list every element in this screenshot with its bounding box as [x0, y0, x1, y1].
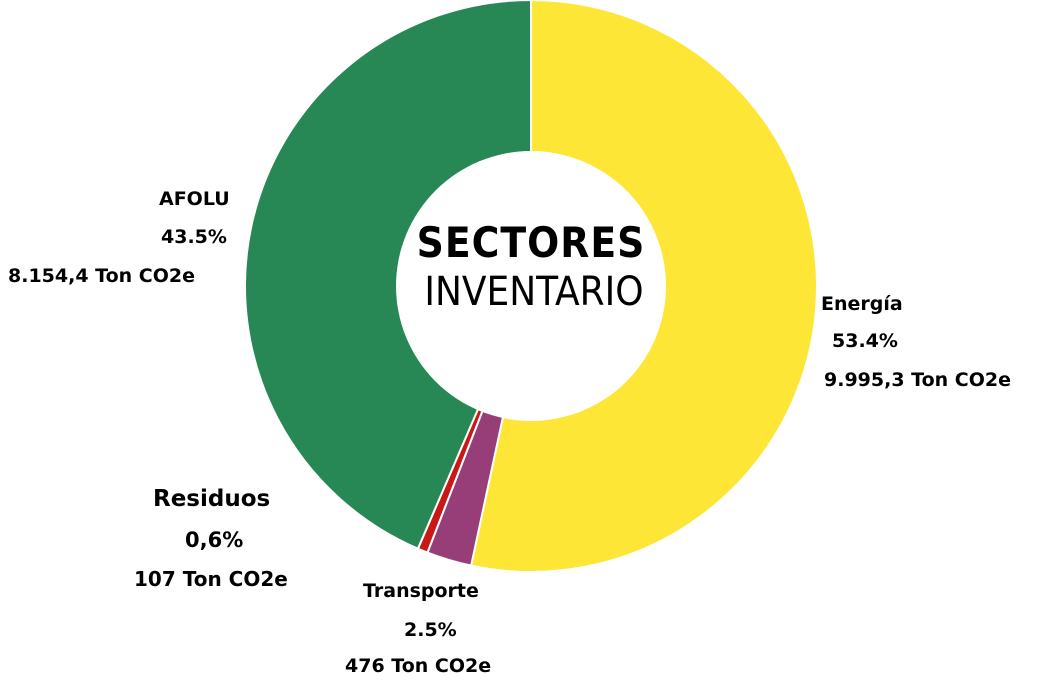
- donut-hole: [396, 151, 666, 421]
- label-energia-percent: 53.4%: [832, 330, 898, 352]
- chart-title: SECTORES: [416, 218, 646, 267]
- label-afolu-percent: 43.5%: [161, 226, 227, 248]
- chart-subtitle: INVENTARIO: [424, 269, 644, 315]
- label-residuos-value: 107 Ton CO2e: [134, 567, 288, 591]
- label-energia-name: Energía: [821, 293, 903, 315]
- label-afolu-name: AFOLU: [159, 188, 230, 210]
- label-transporte-percent: 2.5%: [404, 619, 457, 641]
- label-energia-value: 9.995,3 Ton CO2e: [824, 369, 1011, 391]
- slice-afolu: [244, 0, 532, 551]
- label-afolu-value: 8.154,4 Ton CO2e: [8, 265, 195, 287]
- label-residuos-percent: 0,6%: [185, 528, 244, 552]
- label-residuos-name: Residuos: [153, 486, 271, 512]
- label-transporte-name: Transporte: [363, 580, 479, 602]
- label-transporte-value: 476 Ton CO2e: [345, 655, 492, 677]
